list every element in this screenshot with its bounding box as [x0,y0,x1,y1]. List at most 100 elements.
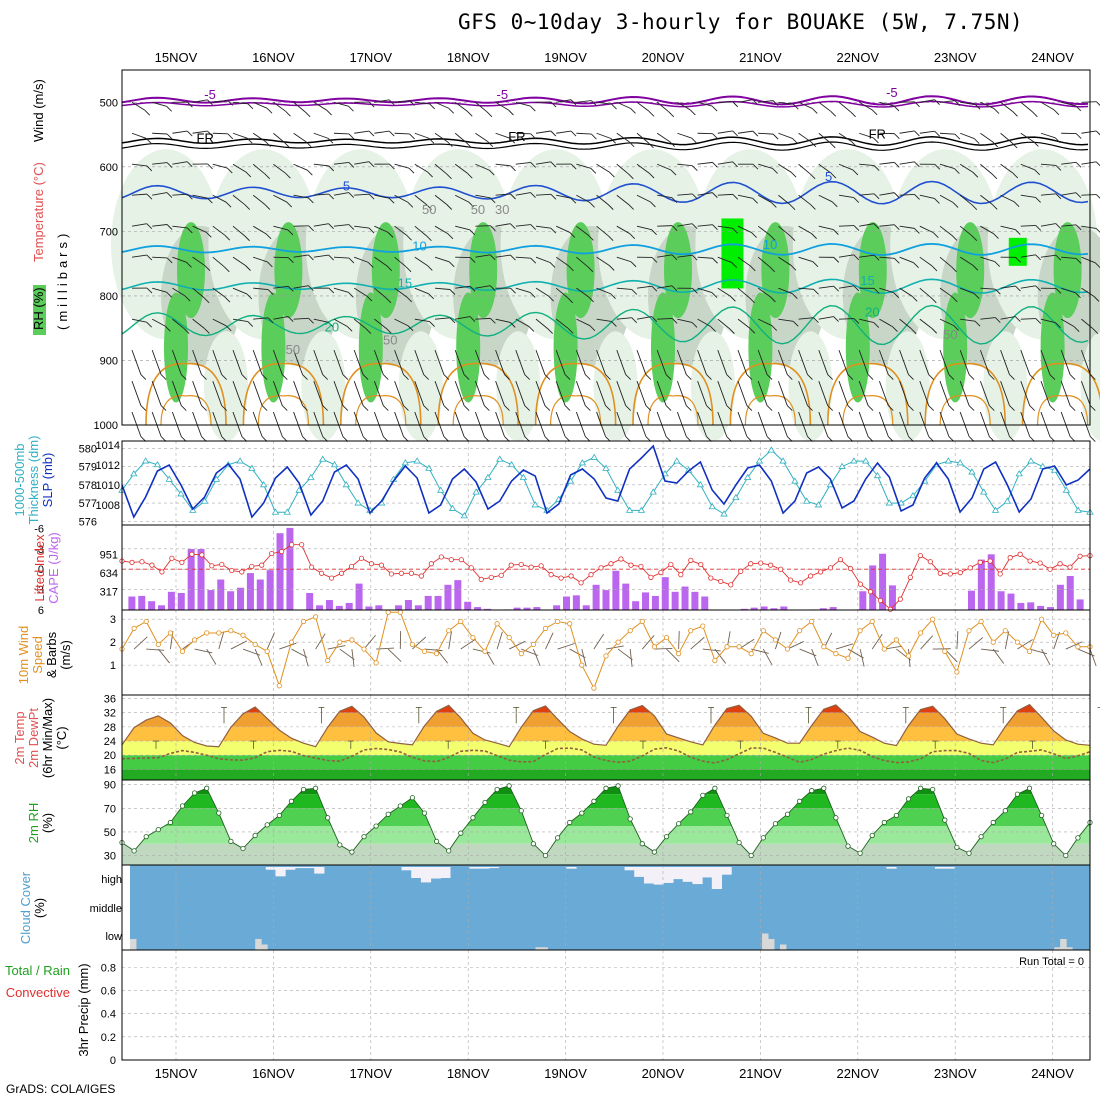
wind-barb-flag [853,318,860,324]
wind-barb [939,225,953,236]
high-cloud-bar [440,867,451,878]
thickness-tick-label: 576 [79,516,97,528]
wind-barb-flag [668,111,675,118]
wind-barb-flag [731,262,738,268]
date-label-bottom: 20NOV [642,1066,685,1081]
wind-barb-flag [224,296,231,303]
temp-tick-label: 32 [104,708,116,720]
wind-barb-flag [610,293,616,300]
wind-barb-flag [671,225,678,231]
wind-barb-flag [995,288,1001,295]
wind-barb-flag [670,169,677,176]
surface-wind-barb [194,648,213,654]
temp-band [122,755,1090,770]
cape-bar [355,583,363,610]
thickness-line-point [354,499,362,506]
wind-barb [455,285,471,289]
wind-barb-flag [830,110,837,117]
wind-barb [838,163,854,171]
wind-barb-flag [203,297,210,304]
lifted-index-line-point [408,570,415,576]
wind-barb-flag [651,316,658,322]
wind-barb-flag [368,227,375,234]
wind-barb [757,225,771,236]
thickness-line-point [649,488,657,495]
wind-barb-flag [1035,285,1041,292]
wind-barb-flag [892,326,898,332]
thickness-tick-label: 577 [79,498,97,510]
wind-barb [414,163,428,173]
wind-barb-flag [752,130,759,137]
wind-barb-flag [914,228,920,234]
wind-barb-flag [629,233,636,240]
wind-barb [919,256,933,267]
wind-barb [273,316,289,320]
wind-barb [899,193,915,196]
surface-wind-barb [569,648,586,659]
wind-barb-flag [893,161,900,168]
thickness-line [121,449,1091,517]
cape-bar [1076,599,1084,610]
wind-barb-flag [931,327,938,334]
wind-barb-flag [504,374,510,380]
surface-wind-barb [738,638,755,650]
wind-barb [959,256,974,266]
wind-speed-line-point [458,618,464,625]
wind-barb-flag [988,374,995,380]
cape-bar [266,570,274,610]
lifted-index-line-point [967,565,973,571]
pressure-tick-label: 600 [100,162,118,174]
wind-barb [374,256,387,267]
cape-bar [651,595,659,610]
wind-barb-flag [362,405,369,411]
wind-barb [151,318,166,327]
wind-barb [959,349,970,375]
lifted-index-line-point [718,578,724,585]
cape-bar [572,595,580,610]
wind-barb-flag [671,285,678,292]
wind-barb-flag [833,257,840,263]
isotherm-label: FR [508,129,525,144]
wind-barb-flag [550,227,557,234]
wind-barb-flag [749,265,756,272]
wind-barb [758,318,772,326]
wind-barb-flag [326,109,332,116]
wind-barb [515,132,531,135]
wind-barb [354,161,370,165]
wind-barb [353,349,364,375]
wind-barb [777,411,788,437]
slp-line [121,444,1091,519]
wind-speed-line-point [845,655,851,661]
wind-barb-flag [749,297,755,304]
wind-barb [980,101,995,109]
wind-barb [434,194,448,205]
date-label-bottom: 17NOV [349,1066,392,1081]
lifted-index-line-point [997,571,1003,577]
isotherm-label: 20 [325,319,339,334]
wind-barb [980,194,993,205]
wind-barb-flag [204,328,210,334]
rh-line-point [1051,841,1057,847]
wind-barb-flag [930,297,937,304]
surface-wind-barb [981,648,1000,652]
rh-green-column [456,292,481,403]
wind-barb [576,225,589,236]
rh-line-point [349,849,355,855]
wind-barb [939,349,950,375]
rh-line-point [591,798,597,804]
surface-wind-barb [956,631,959,650]
wind-barb [354,225,370,229]
wind-barb-flag [389,163,395,170]
precip-frame [121,949,1091,1061]
wind-barb-flag [887,374,894,380]
wind-barb [192,287,205,299]
wind-barb-flag [651,285,658,292]
wind-barb [1040,101,1055,111]
cape-bar [760,606,768,610]
wind-barb-flag [771,325,778,331]
wind-barb-flag [569,232,576,238]
wind-barb-flag [689,109,696,116]
rh-line-point [615,783,621,789]
surface-wind-barb [545,632,554,650]
wind-barb [879,287,894,294]
